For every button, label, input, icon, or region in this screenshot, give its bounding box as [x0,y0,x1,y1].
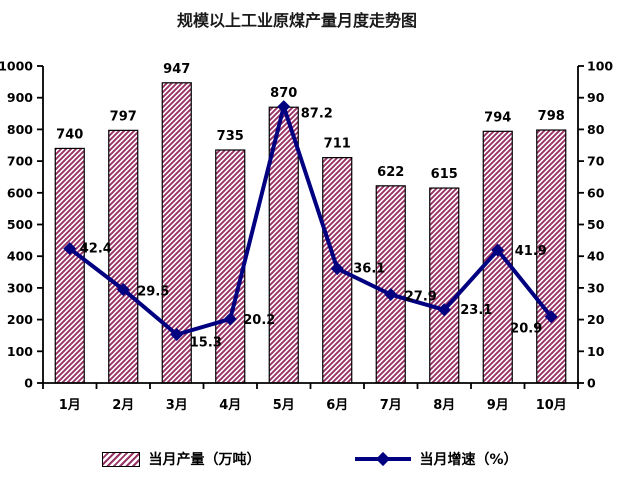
diamond-marker-icon [330,262,344,276]
diamond-marker-icon [491,243,505,257]
right-axis-tick-label: 90 [587,90,605,105]
left-axis-tick-label: 500 [7,217,33,232]
right-axis-tick-label: 30 [587,280,605,295]
legend-item-growth: 当月增速（%） [355,449,518,469]
chart-title: 规模以上工业原煤产量月度走势图 [176,11,417,30]
category-label: 10月 [536,398,567,413]
bar [536,129,567,384]
diamond-marker-icon [63,242,77,256]
right-axis-tick-label: 70 [587,154,605,169]
diamond-marker-icon [116,282,130,296]
left-axis-tick-label: 200 [7,312,33,327]
diamond-marker-icon [376,451,391,467]
bar-value-label: 622 [377,165,404,180]
right-axis-tick-label: 0 [587,376,596,391]
legend: 当月产量（万吨） 当月增速（%） [0,449,620,469]
right-axis-tick-label: 20 [587,312,605,327]
left-axis-tick-label: 1000 [0,59,33,74]
right-axis-tick-label: 40 [587,249,605,264]
diamond-marker-icon [384,288,398,302]
bar-value-label: 735 [217,129,244,144]
line-value-label: 36.1 [353,262,385,277]
left-axis-tick-label: 0 [24,376,33,391]
left-axis-tick-label: 300 [7,280,33,295]
line-value-label: 20.2 [243,313,275,328]
bar [54,147,85,384]
category-label: 4月 [219,398,241,413]
line-value-label: 23.1 [460,303,492,318]
line-value-label: 20.9 [510,322,542,337]
category-label: 5月 [273,398,295,413]
diamond-marker-icon [437,303,451,317]
category-label: 3月 [166,398,188,413]
category-label: 7月 [380,398,402,413]
right-axis-tick-label: 60 [587,185,605,200]
bar [108,129,139,384]
legend-label-production: 当月产量（万吨） [148,452,261,468]
category-label: 1月 [59,398,81,413]
diamond-marker-icon [277,100,291,114]
left-axis-tick-label: 800 [7,122,33,137]
left-axis-tick-label: 400 [7,249,33,264]
category-label: 9月 [487,398,509,413]
left-axis-tick-label: 900 [7,90,33,105]
growth-line [67,104,554,337]
category-label: 2月 [112,398,134,413]
line-value-label: 41.9 [515,244,547,259]
legend-item-production: 当月产量（万吨） [102,449,260,469]
bar-value-label: 870 [270,86,297,101]
bar-value-label: 740 [56,127,83,142]
line-value-label: 15.3 [190,335,222,350]
line-value-label: 42.4 [80,242,112,257]
bar-value-label: 798 [538,109,565,124]
bar [429,187,460,384]
bar-value-label: 711 [324,137,351,152]
category-label: 8月 [433,398,455,413]
bar [268,106,299,384]
bar [375,185,406,384]
bar [482,130,513,384]
right-axis-tick-label: 10 [587,344,605,359]
legend-label-growth: 当月增速（%） [419,452,518,468]
bar-value-label: 797 [110,109,137,124]
right-axis-tick-label: 100 [587,59,613,74]
category-label: 6月 [326,398,348,413]
bar-value-label: 947 [163,62,190,77]
left-axis-tick-label: 100 [7,344,33,359]
right-axis-tick-label: 80 [587,122,605,137]
line-series-swatch [355,451,412,467]
left-axis-tick-label: 700 [7,154,33,169]
bar-series-swatch [102,451,141,467]
line-value-label: 29.5 [137,284,169,299]
line-value-label: 87.2 [301,107,333,122]
diamond-marker-icon [544,310,558,324]
left-axis-tick-label: 600 [7,185,33,200]
line-value-label: 27.9 [405,290,437,305]
bar-value-label: 794 [484,110,511,125]
diamond-marker-icon [170,327,184,341]
diamond-marker-icon [223,312,237,326]
right-axis-tick-label: 50 [587,217,605,232]
bar-value-label: 615 [431,167,458,182]
